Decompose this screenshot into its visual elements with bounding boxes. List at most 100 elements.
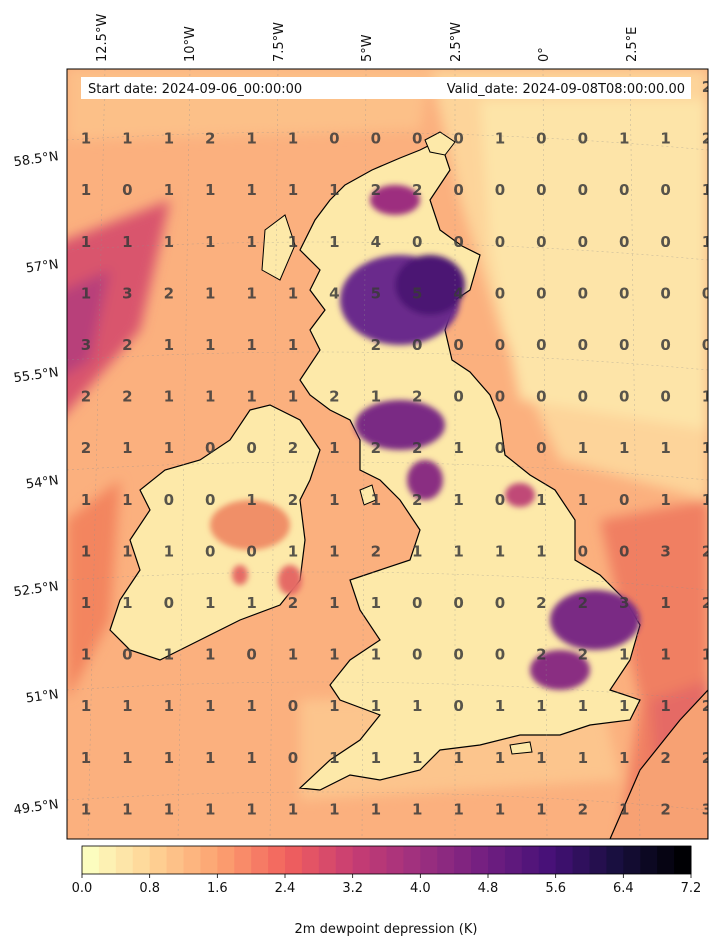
longitude-label: 12.5°W bbox=[95, 14, 110, 62]
grid-value: 1 bbox=[619, 439, 629, 457]
latitude-label: 52.5°N bbox=[13, 579, 60, 600]
grid-value: 1 bbox=[205, 388, 215, 406]
grid-value: 5 bbox=[412, 284, 422, 302]
grid-value: 1 bbox=[246, 181, 256, 199]
grid-value: 2 bbox=[371, 542, 381, 560]
grid-value: 1 bbox=[329, 594, 339, 612]
grid-value: 2 bbox=[288, 491, 298, 509]
colorbar-cell bbox=[674, 846, 692, 874]
colorbar-cell bbox=[183, 846, 201, 874]
grid-value: 2 bbox=[412, 181, 422, 199]
colorbar-cell bbox=[301, 846, 320, 874]
grid-value: 1 bbox=[536, 491, 546, 509]
grid-value: 1 bbox=[660, 439, 670, 457]
colorbar-tick-label: 4.0 bbox=[410, 881, 431, 896]
grid-value: 1 bbox=[329, 646, 339, 664]
grid-value: 1 bbox=[288, 336, 298, 354]
grid-value: 1 bbox=[371, 594, 381, 612]
grid-value: 1 bbox=[164, 697, 174, 715]
grid-value: 0 bbox=[495, 233, 505, 251]
grid-value: 1 bbox=[495, 697, 505, 715]
grid-value: 0 bbox=[122, 646, 132, 664]
grid-value: 2 bbox=[329, 388, 339, 406]
grid-value: 1 bbox=[702, 439, 712, 457]
grid-value: 0 bbox=[495, 336, 505, 354]
grid-value: 1 bbox=[246, 749, 256, 767]
grid-value: 1 bbox=[205, 800, 215, 818]
grid-value: 1 bbox=[412, 697, 422, 715]
colorbar-cell bbox=[454, 846, 472, 874]
grid-value: 0 bbox=[619, 388, 629, 406]
latitude-labels: 58.5°N 57°N 55.5°N 54°N 52.5°N 51°N 49.5°N bbox=[13, 149, 60, 818]
grid-value: 0 bbox=[412, 336, 422, 354]
grid-value: 1 bbox=[205, 646, 215, 664]
grid-value: 2 bbox=[702, 697, 712, 715]
graticule bbox=[67, 69, 708, 839]
grid-value: 1 bbox=[660, 491, 670, 509]
grid-value: 0 bbox=[619, 233, 629, 251]
grid-value: 1 bbox=[288, 233, 298, 251]
grid-value: 2 bbox=[371, 439, 381, 457]
longitude-label: 0° bbox=[537, 47, 552, 62]
grid-value: 1 bbox=[329, 542, 339, 560]
grid-value: 4 bbox=[371, 233, 381, 251]
grid-value: 0 bbox=[453, 646, 463, 664]
grid-value: 1 bbox=[246, 284, 256, 302]
grid-value: 1 bbox=[453, 491, 463, 509]
grid-value: 1 bbox=[246, 491, 256, 509]
grid-value: 1 bbox=[329, 439, 339, 457]
grid-value: 2 bbox=[536, 646, 546, 664]
grid-value: 0 bbox=[412, 233, 422, 251]
grid-value: 2 bbox=[122, 388, 132, 406]
grid-value: 2 bbox=[412, 388, 422, 406]
latitude-label: 51°N bbox=[25, 687, 60, 706]
grid-value: 1 bbox=[122, 439, 132, 457]
grid-value: 3 bbox=[660, 542, 670, 560]
grid-value: 1 bbox=[619, 646, 629, 664]
colorbar-cell bbox=[657, 846, 675, 874]
grid-value: 1 bbox=[371, 697, 381, 715]
latitude-label: 57°N bbox=[25, 257, 60, 276]
grid-value: 2 bbox=[412, 491, 422, 509]
colorbar-cell bbox=[471, 846, 489, 874]
grid-value: 0 bbox=[246, 542, 256, 560]
grid-value: 1 bbox=[329, 233, 339, 251]
grid-value: 0 bbox=[495, 181, 505, 199]
latitude-label: 49.5°N bbox=[13, 797, 60, 818]
grid-value: 0 bbox=[660, 388, 670, 406]
grid-value: 0 bbox=[536, 388, 546, 406]
colorbar-tick-label: 3.2 bbox=[342, 881, 363, 896]
grid-value: 5 bbox=[371, 284, 381, 302]
france-coast bbox=[609, 689, 708, 839]
colorbar-cell bbox=[555, 846, 574, 874]
grid-value: 1 bbox=[164, 130, 174, 148]
colorbar-cell bbox=[82, 846, 100, 874]
grid-value: 1 bbox=[122, 594, 132, 612]
grid-value: 1 bbox=[412, 800, 422, 818]
colorbar-cell bbox=[318, 846, 337, 874]
grid-value: 1 bbox=[578, 491, 588, 509]
grid-value: 0 bbox=[246, 439, 256, 457]
grid-value: 3 bbox=[702, 800, 712, 818]
grid-value: 0 bbox=[536, 336, 546, 354]
grid-value: 1 bbox=[246, 388, 256, 406]
grid-value: 1 bbox=[164, 388, 174, 406]
grid-value: 0 bbox=[702, 284, 712, 302]
grid-value: 0 bbox=[205, 491, 215, 509]
grid-value: 1 bbox=[288, 646, 298, 664]
grid-value: 1 bbox=[453, 800, 463, 818]
grid-value: 1 bbox=[329, 800, 339, 818]
grid-value: 1 bbox=[205, 284, 215, 302]
grid-value: 1 bbox=[329, 697, 339, 715]
grid-value: 0 bbox=[619, 491, 629, 509]
grid-value: 1 bbox=[246, 336, 256, 354]
grid-value: 1 bbox=[288, 130, 298, 148]
grid-value: 2 bbox=[288, 594, 298, 612]
grid-value: 1 bbox=[619, 130, 629, 148]
grid-value: 1 bbox=[495, 130, 505, 148]
colorbar-cell bbox=[149, 846, 168, 874]
grid-value: 0 bbox=[536, 439, 546, 457]
grid-value: 0 bbox=[205, 439, 215, 457]
grid-value: 0 bbox=[495, 388, 505, 406]
